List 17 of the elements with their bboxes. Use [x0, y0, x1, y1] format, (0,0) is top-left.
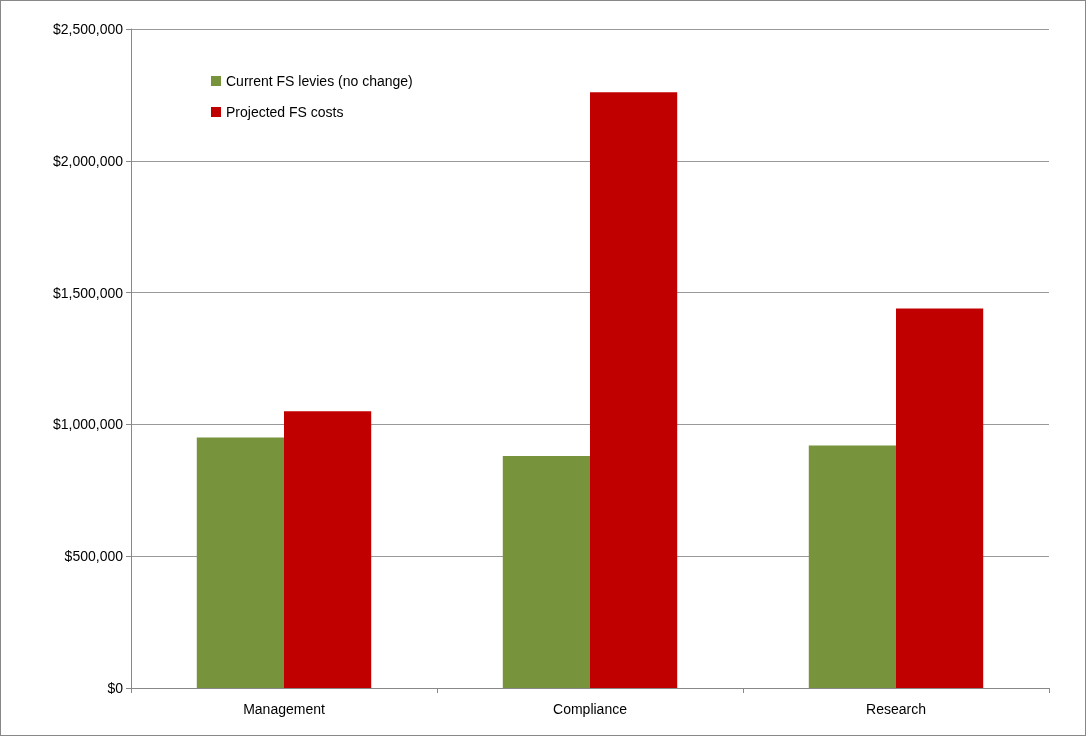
bar [808, 445, 896, 688]
y-tick-label: $0 [107, 680, 124, 696]
y-tick-label: $1,000,000 [52, 416, 124, 433]
y-tick-label: $2,000,000 [52, 152, 124, 169]
bar [502, 456, 590, 688]
bar [896, 308, 984, 688]
x-tick-label: Research [866, 701, 926, 717]
bar [590, 92, 678, 688]
legend-label: Projected FS costs [226, 104, 344, 120]
bar [196, 437, 284, 688]
bar [284, 411, 372, 688]
y-tick-label: $1,500,000 [52, 284, 124, 301]
legend-label: Current FS levies (no change) [226, 73, 413, 89]
y-tick-label: $500,000 [64, 548, 124, 565]
x-tick-label: Management [243, 701, 325, 717]
y-tick-label: $2,500,000 [52, 21, 124, 37]
x-tick-label: Compliance [553, 701, 628, 717]
